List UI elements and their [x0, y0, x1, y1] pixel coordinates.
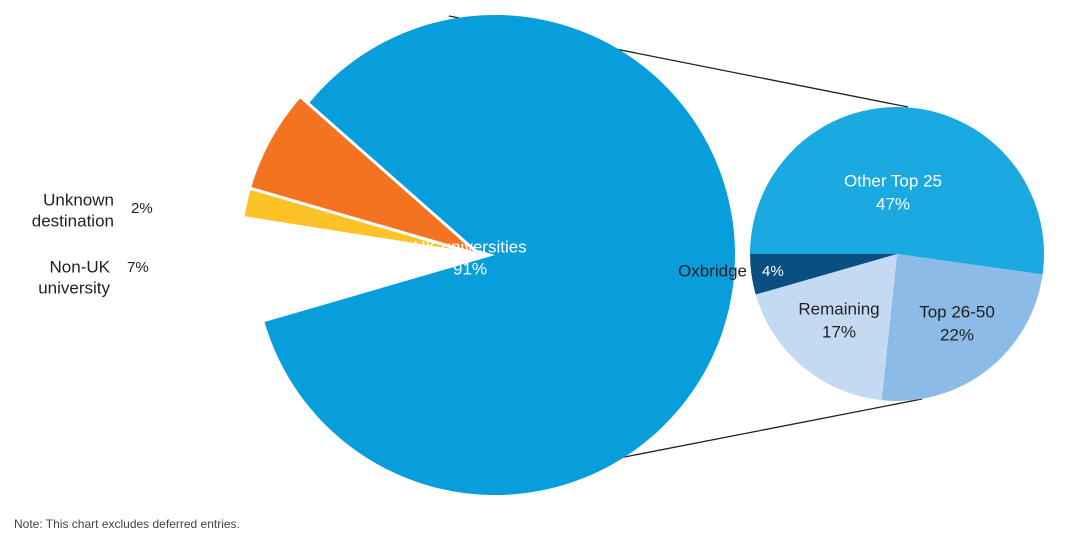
- pie-slice-uk-universities: [264, 14, 735, 495]
- value-unknown-destination: 2%: [131, 200, 153, 217]
- value-oxbridge: 4%: [762, 263, 784, 280]
- value-top-26-50: 22%: [940, 325, 974, 344]
- label-uk-universities: UK universities: [413, 237, 526, 256]
- value-other-top-25: 47%: [876, 194, 910, 213]
- value-remaining: 17%: [822, 322, 856, 341]
- chart-labels: UK universities 91% 2% 7% Unknown destination…: [32, 171, 995, 344]
- label-other-top-25: Other Top 25: [844, 171, 942, 190]
- label-oxbridge: Oxbridge: [678, 261, 747, 280]
- pie-slice-non-uk-university: [247, 94, 481, 257]
- value-non-uk-university: 7%: [127, 259, 149, 276]
- pie-slice-remaining: [755, 254, 897, 401]
- breakdown-pie: [750, 107, 1044, 401]
- main-pie: [241, 14, 735, 495]
- label-unknown-destination-line-1: Unknown: [43, 190, 114, 209]
- label-non-uk-university-line-2: university: [38, 278, 110, 297]
- value-uk-universities: 91%: [453, 259, 487, 278]
- label-top-26-50: Top 26-50: [919, 302, 995, 321]
- pie-slice-other-top-25: [750, 107, 1044, 275]
- chart-note: Note: This chart excludes deferred entri…: [14, 517, 240, 531]
- pie-slice-oxbridge: [750, 254, 897, 295]
- label-unknown-destination-line-2: destination: [32, 211, 114, 230]
- pie-slice-top-26-50: [881, 254, 1043, 401]
- label-non-uk-university-line-1: Non-UK: [50, 257, 111, 276]
- label-remaining: Remaining: [798, 299, 879, 318]
